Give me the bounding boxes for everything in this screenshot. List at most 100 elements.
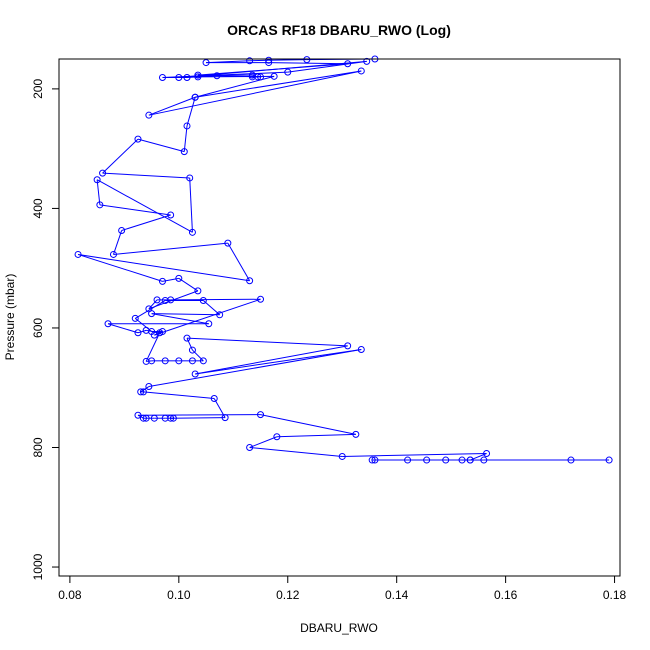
data-point [139, 414, 147, 422]
data-point [153, 296, 161, 304]
data-point [265, 59, 273, 67]
data-point [145, 305, 153, 313]
series-segment [148, 348, 362, 388]
series-segment [186, 97, 196, 127]
y-tick-label: 200 [31, 79, 45, 99]
series-segment [192, 349, 204, 362]
data-point [167, 211, 175, 219]
data-point [134, 135, 142, 143]
data-point [423, 456, 431, 464]
data-point [246, 277, 254, 285]
data-point [246, 57, 254, 65]
data-point [150, 331, 158, 339]
data-point [344, 342, 352, 350]
data-point [273, 433, 281, 441]
data-point [265, 56, 273, 64]
series-segment [121, 214, 171, 232]
y-axis-label: Pressure (mbar) [3, 274, 17, 361]
series-segment [195, 345, 348, 375]
data-point [175, 357, 183, 365]
data-point [371, 456, 379, 464]
series-segment [143, 391, 215, 399]
data-point [270, 72, 278, 80]
y-tick-label: 800 [31, 437, 45, 457]
data-point [145, 111, 153, 119]
data-point [303, 56, 311, 64]
series-segment [151, 313, 220, 316]
series-segment [213, 398, 226, 418]
series-segment [206, 60, 250, 64]
data-point [134, 329, 142, 337]
data-point [161, 414, 169, 422]
data-point [199, 296, 207, 304]
data-point [148, 357, 156, 365]
x-tick-label: 0.18 [603, 588, 627, 602]
series-segment [186, 337, 193, 351]
series-segment [107, 323, 139, 334]
data-point [257, 295, 265, 303]
data-point [352, 430, 360, 438]
data-point [191, 370, 199, 378]
data-point [466, 456, 474, 464]
data-point [99, 169, 107, 177]
data-point [363, 57, 371, 65]
x-tick-label: 0.08 [58, 588, 82, 602]
series-segment [145, 332, 161, 362]
series-segment [268, 59, 307, 61]
series-segment [112, 230, 123, 255]
data-point [183, 122, 191, 130]
y-tick-label: 1000 [31, 553, 45, 580]
data-point [161, 357, 169, 365]
data-point [118, 227, 126, 235]
series-segment [137, 329, 147, 334]
series-segment [178, 75, 217, 79]
series-segment [170, 298, 261, 301]
data-point [567, 456, 575, 464]
series-segment [137, 138, 185, 153]
data-point [357, 67, 365, 75]
series-segment [195, 70, 362, 98]
x-tick-label: 0.16 [494, 588, 518, 602]
series-segment [186, 337, 348, 347]
series-segment [195, 348, 362, 375]
plot-lines [77, 58, 610, 461]
data-point [368, 456, 376, 464]
series-segment [148, 96, 196, 116]
data-point [404, 456, 412, 464]
data-point [224, 239, 232, 247]
series-segment [170, 417, 226, 419]
x-axis-label: DBARU_RWO [300, 621, 378, 635]
plot-markers [74, 55, 613, 464]
series-segment [342, 452, 487, 457]
series-segment [102, 172, 190, 179]
data-point [104, 320, 112, 328]
data-point [248, 71, 256, 79]
data-point [284, 68, 292, 76]
data-point [188, 357, 196, 365]
data-point [180, 148, 188, 156]
data-point [158, 328, 166, 336]
data-point [199, 357, 207, 365]
series-segment [77, 253, 250, 282]
data-point [216, 311, 224, 319]
series-segment [183, 125, 188, 152]
x-tick-label: 0.12 [276, 588, 300, 602]
data-point [183, 74, 191, 82]
data-point [150, 414, 158, 422]
data-point [188, 346, 196, 354]
data-point [257, 411, 265, 419]
data-point [139, 388, 147, 396]
y-tick-label: 400 [31, 198, 45, 218]
data-point [158, 74, 166, 82]
chart-title: ORCAS RF18 DBARU_RWO (Log) [227, 22, 451, 38]
series-segment [148, 70, 362, 116]
series-segment [96, 179, 193, 233]
data-point [158, 277, 166, 285]
x-axis: 0.08 0.10 0.12 0.14 0.16 0.18 [58, 575, 627, 602]
data-point [93, 176, 101, 184]
series-segment [203, 300, 221, 316]
series-segment [287, 60, 367, 73]
data-point [109, 250, 117, 258]
data-point [145, 383, 153, 391]
